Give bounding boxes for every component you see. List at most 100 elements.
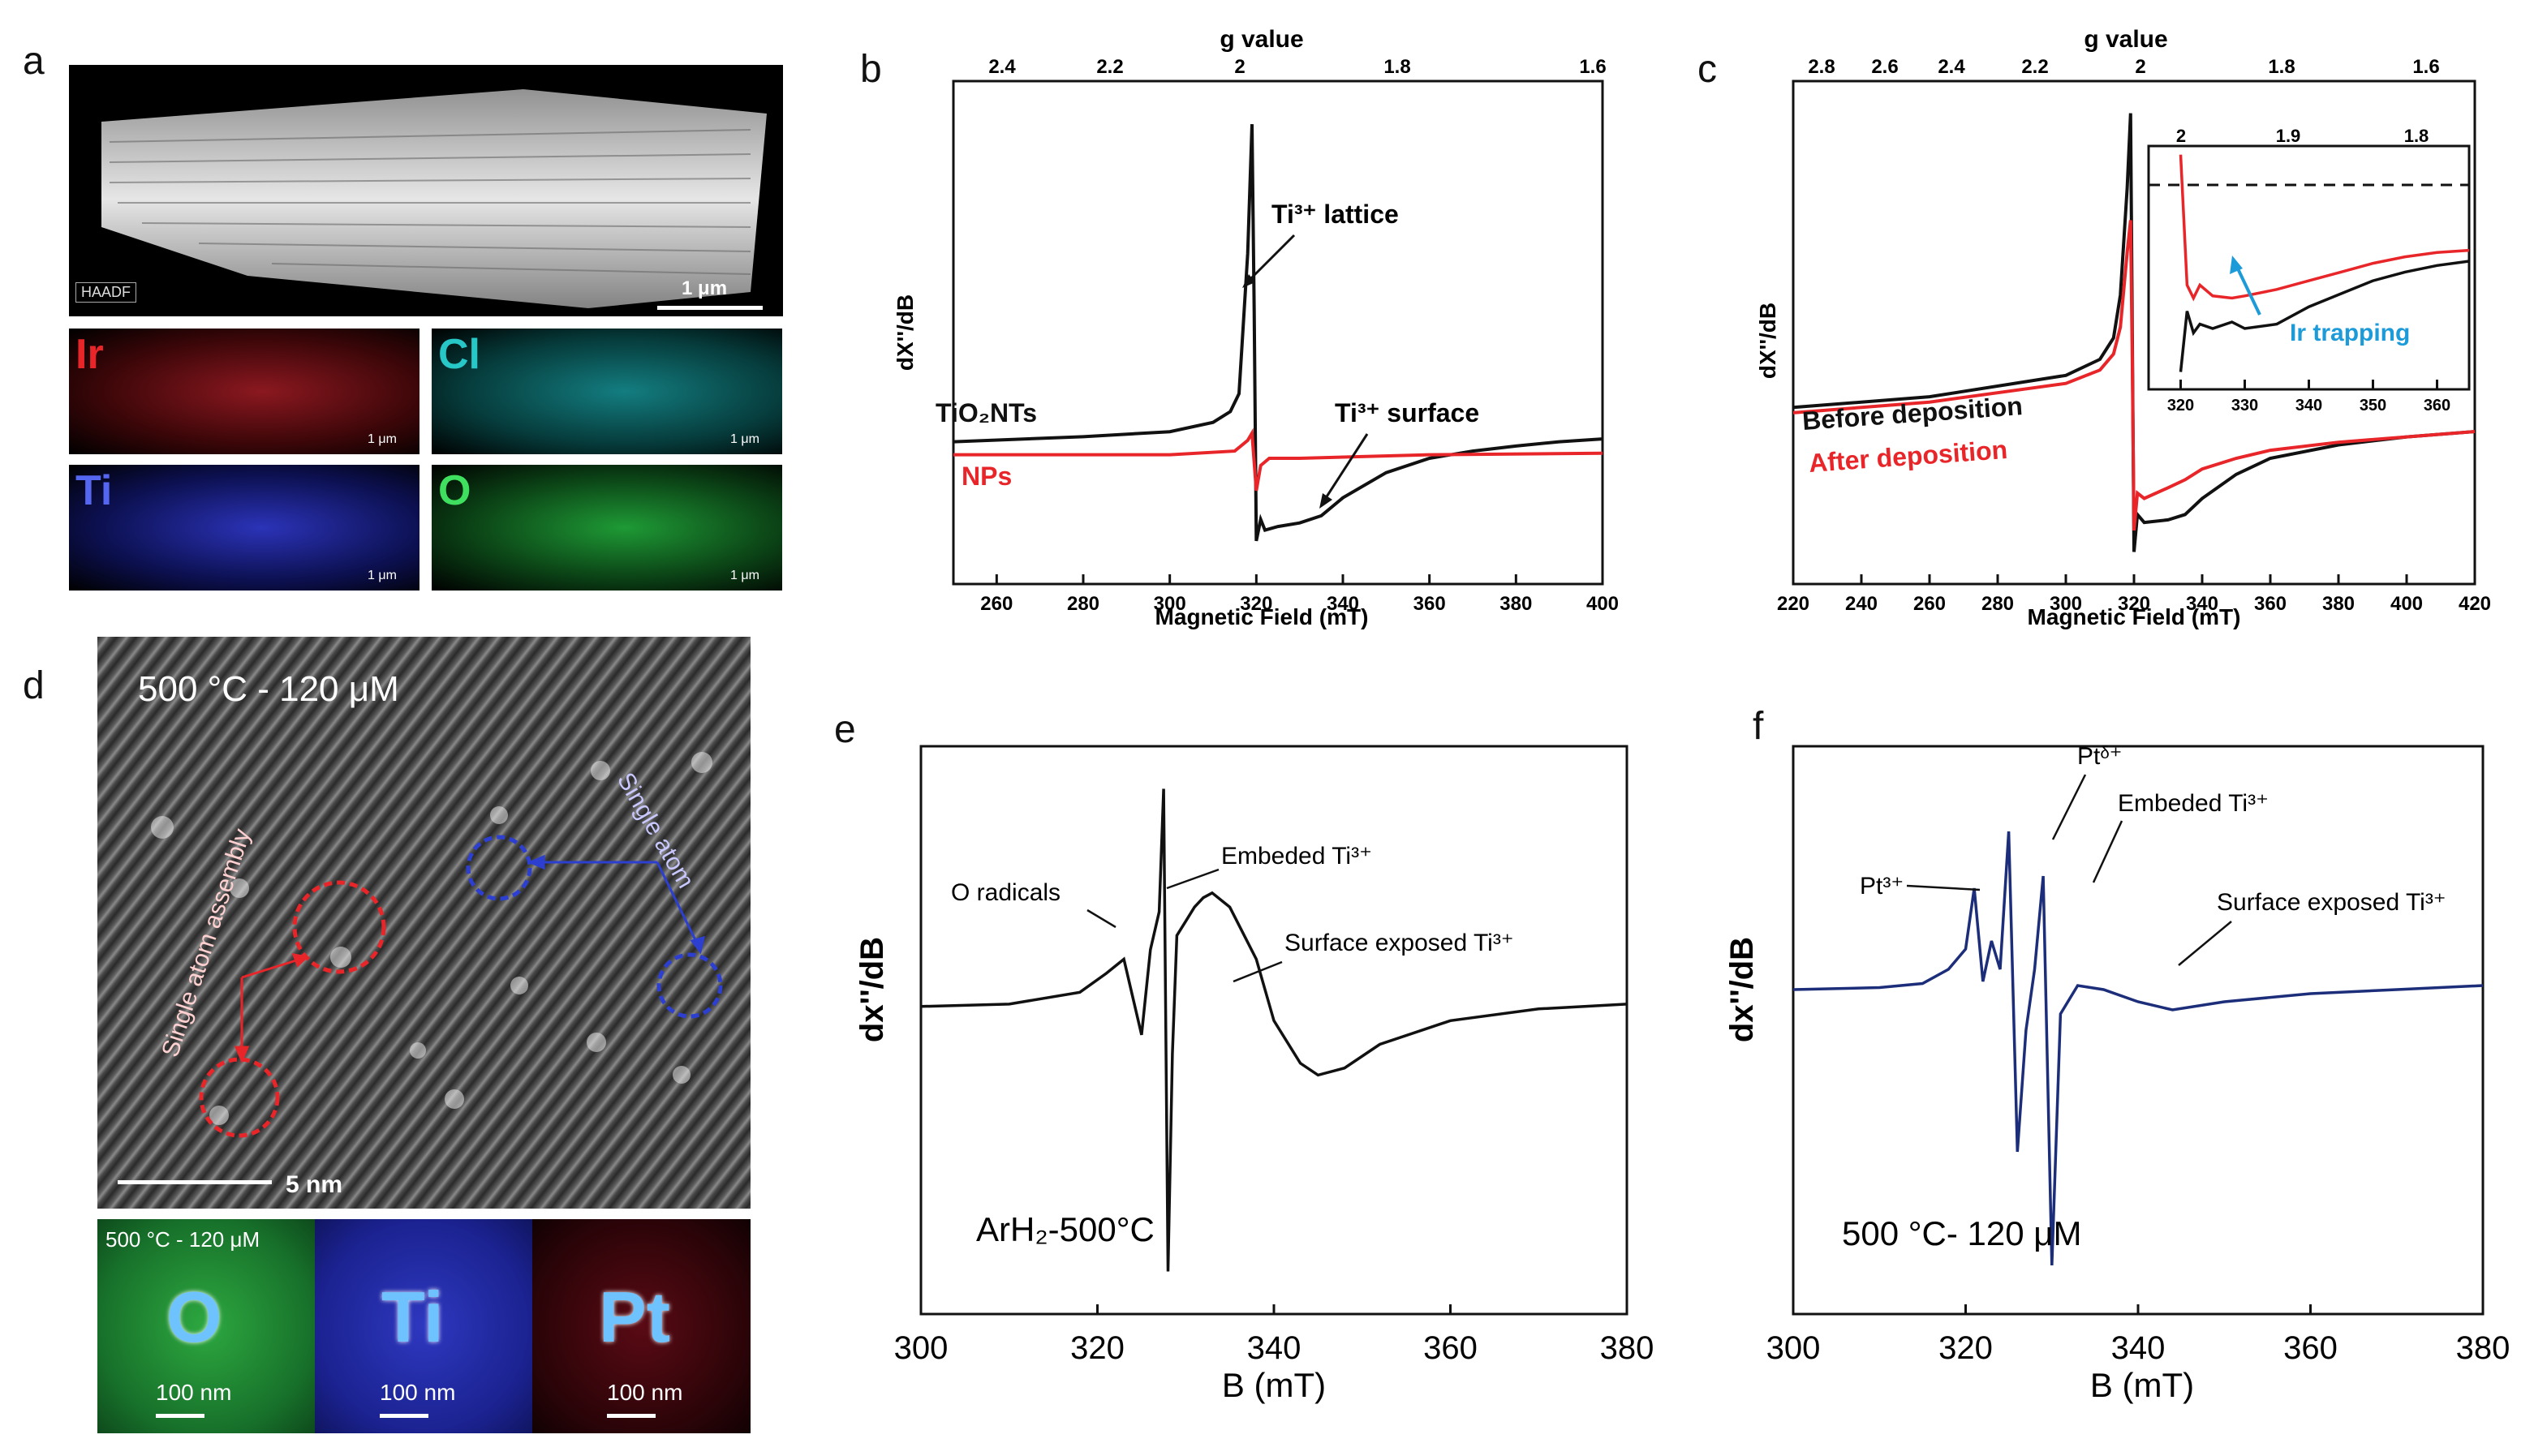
- map-d-ti: Ti 100 nm: [315, 1219, 532, 1433]
- map-cl-label: Cl: [438, 331, 480, 378]
- chart-f-condition: 500 °C- 120 μM: [1842, 1214, 2081, 1252]
- scale-bar: [118, 1180, 272, 1184]
- map-ti: Ti 1 μm: [69, 465, 419, 591]
- g-tick: 2.4: [1938, 56, 1965, 78]
- legend-nps: NPs: [962, 462, 1012, 491]
- x-tick-label: 280: [1981, 593, 2014, 615]
- x-tick-label: 240: [1845, 593, 1878, 615]
- surface-arrow-f: [2178, 921, 2232, 966]
- pt3-arrow: [1906, 884, 1981, 891]
- panel-label-b: b: [860, 48, 882, 91]
- surface-arrow: [1321, 433, 1369, 504]
- g-tick: 2.8: [1808, 56, 1835, 78]
- ir-trapping-label: Ir trapping: [2290, 320, 2410, 346]
- annotation-o-radicals: O radicals: [951, 879, 1061, 906]
- g-tick: 2.4: [988, 56, 1016, 78]
- series-after-line: [1792, 220, 2476, 531]
- g-tick: 1.6: [2412, 56, 2439, 78]
- surface-arrow-e: [1233, 960, 1283, 983]
- legend-after: After deposition: [1808, 435, 2008, 478]
- x-tick-label: 300: [2050, 593, 2082, 615]
- panel-label-d: d: [23, 664, 45, 707]
- chart-b: g value 2.4 2.2 2 1.8 1.6 260 280 300 320 34…: [893, 26, 1619, 629]
- x-tick-label: 280: [1067, 593, 1099, 615]
- inset-g-tick: 1.9: [2276, 126, 2301, 146]
- g-tick: 2: [1234, 56, 1245, 78]
- x-tick-label: 380: [2456, 1330, 2510, 1366]
- chart-e-xlabel: B (mT): [1222, 1366, 1326, 1404]
- chart-c: g value 2.8 2.6 2.4 2.2 2 1.8 1.6 220 240…: [1755, 26, 2491, 629]
- map-ti-scale: 1 μm: [368, 569, 397, 582]
- map-cl: Cl 1 μm: [432, 329, 782, 454]
- single-atom-circles: [466, 835, 723, 1019]
- x-tick-label: 320: [1240, 593, 1272, 615]
- chart-b-top-axis-label: g value: [1220, 26, 1303, 53]
- x-tick-label: 320: [1938, 1330, 1993, 1366]
- series-nps-line: [953, 427, 1603, 492]
- x-tick-label: 340: [2186, 593, 2218, 615]
- x-tick-label: 320: [2118, 593, 2150, 615]
- haadf-tag: HAADF: [75, 282, 137, 303]
- panel-label-f: f: [1753, 705, 1764, 748]
- assembly-circles: [199, 880, 386, 1138]
- x-tick-label: 330: [2231, 397, 2258, 414]
- map-o-scale: 1 μm: [730, 569, 759, 582]
- x-tick-label: 300: [1154, 593, 1186, 615]
- pt-delta-arrow: [2051, 774, 2087, 840]
- map-ir-label: Ir: [75, 331, 104, 378]
- inset-x-ticks: 320 330 340 350 360: [2167, 380, 2450, 414]
- x-tick-label: 360: [2254, 593, 2287, 615]
- map-cl-scale: 1 μm: [730, 432, 759, 446]
- x-tick-label: 300: [894, 1330, 949, 1366]
- ir-trapping-arrow: [2234, 263, 2261, 316]
- series-pt-line: [1792, 831, 2484, 1266]
- single-atom-label: Single atom: [612, 768, 699, 893]
- x-tick-label: 420: [2459, 593, 2491, 615]
- chart-e-x-ticks: 300 320 340 360 380: [894, 1304, 1654, 1366]
- annotation-pt-delta: Ptᵟ⁺: [2077, 743, 2123, 770]
- legend-tio2nts: TiO₂NTs: [936, 398, 1037, 427]
- chart-f: 300 320 340 360 380 dx''/dB B (mT) 500 °C- 1…: [1724, 743, 2510, 1404]
- map-d-ti-scalebar: [380, 1414, 428, 1418]
- inset-g-tick: 2: [2176, 126, 2186, 146]
- x-tick-label: 350: [2360, 397, 2386, 414]
- annotation-lattice: Ti³⁺ lattice: [1271, 200, 1399, 229]
- series-before-line: [1792, 113, 2476, 552]
- nanotube-bundle-graphic: [101, 89, 767, 308]
- embedded-arrow: [1166, 868, 1220, 890]
- x-tick-label: 380: [1600, 1330, 1654, 1366]
- scale-bar: [657, 306, 763, 310]
- x-tick-label: 340: [1327, 593, 1359, 615]
- map-d-o-scale: 100 nm: [156, 1380, 232, 1405]
- chart-e: 300 320 340 360 380 dx''/dB B (mT) ArH₂-500°…: [854, 745, 1654, 1404]
- x-tick-label: 220: [1777, 593, 1809, 615]
- stem-image: Single atom Single atom assembly 5 nm 50…: [97, 637, 751, 1209]
- single-atom-arrows: [527, 854, 706, 955]
- chart-f-x-ticks: 300 320 340 360 380: [1766, 1304, 2510, 1366]
- x-tick-label: 400: [1586, 593, 1619, 615]
- ir-trapping-arrowhead: [2230, 256, 2243, 274]
- chart-e-ylabel: dx''/dB: [854, 937, 890, 1042]
- x-tick-label: 360: [2283, 1330, 2338, 1366]
- x-tick-label: 320: [1070, 1330, 1125, 1366]
- x-tick-label: 320: [2167, 397, 2194, 414]
- annotation-surface-f: Surface exposed Ti³⁺: [2217, 889, 2446, 916]
- g-tick: 2.2: [2021, 56, 2048, 78]
- maps-condition: 500 °C - 120 μM: [105, 1227, 260, 1252]
- map-d-ti-label: Ti: [381, 1277, 444, 1357]
- g-tick: 2: [2135, 56, 2145, 78]
- map-d-o-scalebar: [156, 1414, 204, 1418]
- map-d-o: 500 °C - 120 μM O 100 nm: [97, 1219, 315, 1433]
- map-d-o-label: O: [166, 1277, 222, 1357]
- map-ir: Ir 1 μm: [69, 329, 419, 454]
- map-d-pt-label: Pt: [599, 1277, 670, 1357]
- map-o-label: O: [438, 467, 471, 514]
- g-tick: 1.8: [2268, 56, 2295, 78]
- series-tio2nts-line: [953, 124, 1603, 542]
- x-tick-label: 380: [2322, 593, 2355, 615]
- x-tick-label: 300: [1766, 1330, 1821, 1366]
- g-tick: 2.6: [1871, 56, 1898, 78]
- g-tick: 1.6: [1579, 56, 1606, 78]
- surface-arrowhead: [1319, 493, 1332, 509]
- inset-after-line: [2179, 154, 2470, 302]
